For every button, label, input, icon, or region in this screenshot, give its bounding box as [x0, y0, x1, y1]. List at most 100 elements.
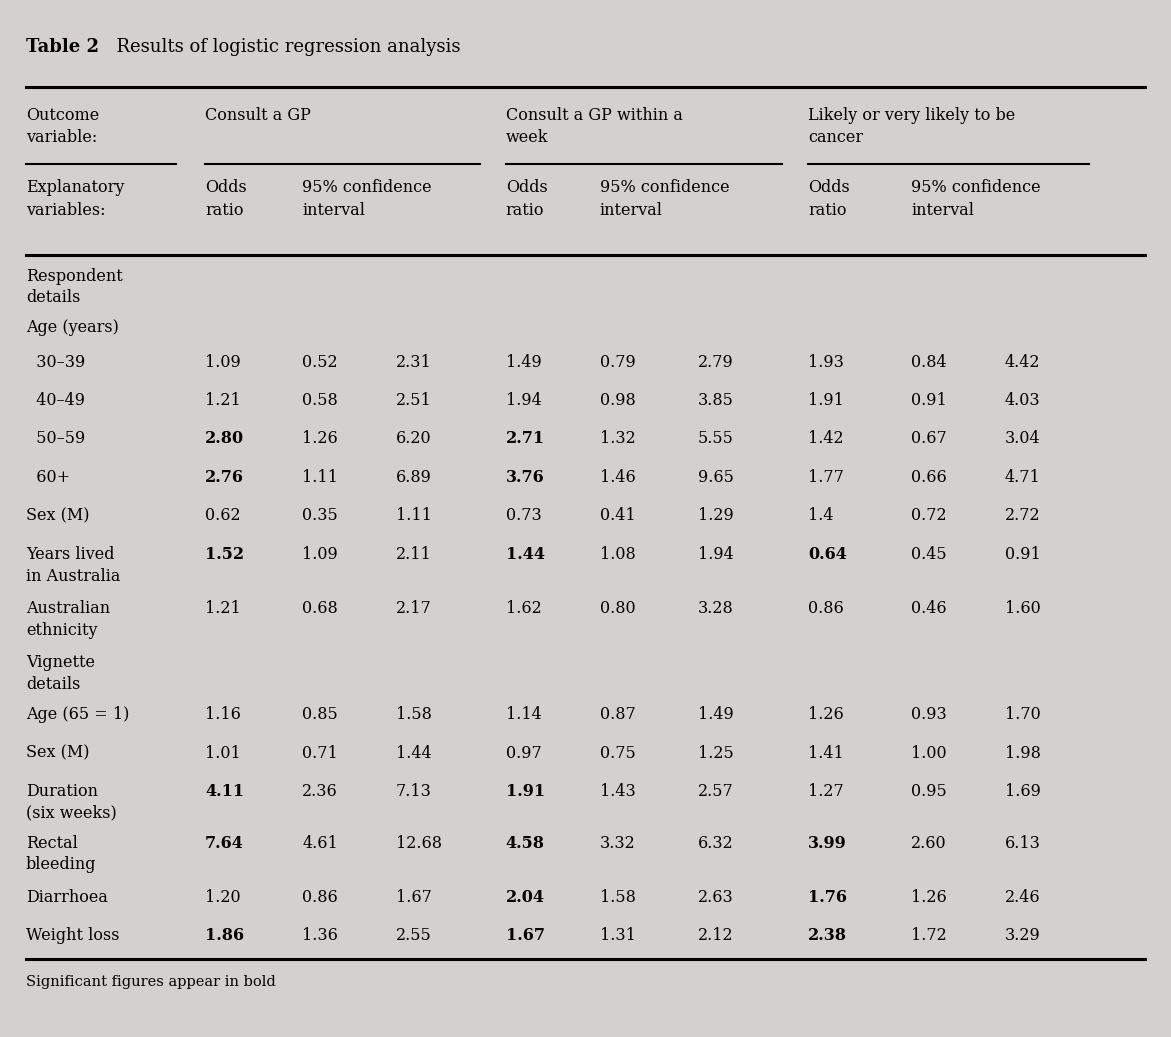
Text: 1.69: 1.69	[1005, 783, 1041, 800]
Text: 2.55: 2.55	[396, 927, 432, 944]
Text: 1.91: 1.91	[506, 783, 545, 800]
Text: Consult a GP within a
week: Consult a GP within a week	[506, 107, 683, 146]
Text: 0.93: 0.93	[911, 706, 947, 723]
Text: 0.84: 0.84	[911, 354, 946, 370]
Text: 7.13: 7.13	[396, 783, 432, 800]
Text: 30–39: 30–39	[26, 354, 85, 370]
Text: 12.68: 12.68	[396, 835, 441, 851]
Text: 0.80: 0.80	[600, 600, 635, 617]
Text: Odds
ratio: Odds ratio	[506, 179, 548, 219]
Text: 0.71: 0.71	[302, 745, 338, 761]
Text: 1.76: 1.76	[808, 889, 847, 905]
Text: Significant figures appear in bold: Significant figures appear in bold	[26, 975, 275, 989]
Text: Explanatory
variables:: Explanatory variables:	[26, 179, 124, 219]
Text: 3.99: 3.99	[808, 835, 847, 851]
Text: Consult a GP: Consult a GP	[205, 107, 310, 123]
Text: 0.58: 0.58	[302, 392, 338, 409]
Text: 1.09: 1.09	[205, 354, 241, 370]
Text: 1.70: 1.70	[1005, 706, 1041, 723]
Text: 0.52: 0.52	[302, 354, 337, 370]
Text: 1.27: 1.27	[808, 783, 844, 800]
Text: 2.71: 2.71	[506, 430, 545, 447]
Text: 95% confidence
interval: 95% confidence interval	[302, 179, 432, 219]
Text: 1.43: 1.43	[600, 783, 636, 800]
Text: 0.68: 0.68	[302, 600, 338, 617]
Text: Australian
ethnicity: Australian ethnicity	[26, 600, 110, 639]
Text: 2.72: 2.72	[1005, 507, 1040, 524]
Text: 1.91: 1.91	[808, 392, 844, 409]
Text: 1.44: 1.44	[506, 546, 545, 563]
Text: Respondent
details: Respondent details	[26, 268, 123, 306]
Text: 95% confidence
interval: 95% confidence interval	[600, 179, 730, 219]
Text: 0.86: 0.86	[808, 600, 844, 617]
Text: 2.51: 2.51	[396, 392, 432, 409]
Text: 2.11: 2.11	[396, 546, 432, 563]
Text: 0.79: 0.79	[600, 354, 636, 370]
Text: 1.00: 1.00	[911, 745, 946, 761]
Text: 0.87: 0.87	[600, 706, 636, 723]
Text: 2.76: 2.76	[205, 469, 244, 485]
Text: 0.41: 0.41	[600, 507, 635, 524]
Text: 1.26: 1.26	[302, 430, 338, 447]
Text: Vignette
details: Vignette details	[26, 654, 95, 693]
Text: Sex (M): Sex (M)	[26, 507, 89, 524]
Text: 4.03: 4.03	[1005, 392, 1040, 409]
Text: 0.64: 0.64	[808, 546, 847, 563]
Text: 1.86: 1.86	[205, 927, 244, 944]
Text: Odds
ratio: Odds ratio	[808, 179, 850, 219]
Text: 6.89: 6.89	[396, 469, 432, 485]
Text: 4.11: 4.11	[205, 783, 244, 800]
Text: 1.93: 1.93	[808, 354, 844, 370]
Text: 1.08: 1.08	[600, 546, 636, 563]
Text: 0.72: 0.72	[911, 507, 946, 524]
Text: Age (65 = 1): Age (65 = 1)	[26, 706, 129, 723]
Text: 0.98: 0.98	[600, 392, 636, 409]
Text: 2.12: 2.12	[698, 927, 733, 944]
Text: Years lived
in Australia: Years lived in Australia	[26, 546, 121, 585]
Text: Rectal
bleeding: Rectal bleeding	[26, 835, 96, 873]
Text: 1.32: 1.32	[600, 430, 636, 447]
Text: 1.4: 1.4	[808, 507, 834, 524]
Text: 1.60: 1.60	[1005, 600, 1041, 617]
Text: Duration
(six weeks): Duration (six weeks)	[26, 783, 116, 821]
Text: 1.41: 1.41	[808, 745, 844, 761]
Text: 0.97: 0.97	[506, 745, 542, 761]
Text: 4.42: 4.42	[1005, 354, 1040, 370]
Text: 1.42: 1.42	[808, 430, 843, 447]
Text: 1.20: 1.20	[205, 889, 240, 905]
Text: 0.66: 0.66	[911, 469, 947, 485]
Text: 1.94: 1.94	[698, 546, 734, 563]
Text: 2.46: 2.46	[1005, 889, 1040, 905]
Text: 1.72: 1.72	[911, 927, 947, 944]
Text: 1.49: 1.49	[698, 706, 734, 723]
Text: 2.36: 2.36	[302, 783, 338, 800]
Text: 1.14: 1.14	[506, 706, 542, 723]
Text: 1.31: 1.31	[600, 927, 636, 944]
Text: 1.21: 1.21	[205, 392, 241, 409]
Text: 3.28: 3.28	[698, 600, 734, 617]
Text: 1.46: 1.46	[600, 469, 636, 485]
Text: 1.94: 1.94	[506, 392, 542, 409]
Text: 1.21: 1.21	[205, 600, 241, 617]
Text: 0.91: 0.91	[1005, 546, 1041, 563]
Text: 2.38: 2.38	[808, 927, 847, 944]
Text: 0.45: 0.45	[911, 546, 946, 563]
Text: 2.57: 2.57	[698, 783, 734, 800]
Text: Odds
ratio: Odds ratio	[205, 179, 247, 219]
Text: 60+: 60+	[26, 469, 70, 485]
Text: 1.58: 1.58	[396, 706, 432, 723]
Text: 1.77: 1.77	[808, 469, 844, 485]
Text: 1.44: 1.44	[396, 745, 431, 761]
Text: 4.58: 4.58	[506, 835, 545, 851]
Text: Outcome
variable:: Outcome variable:	[26, 107, 100, 146]
Text: 1.67: 1.67	[506, 927, 545, 944]
Text: 2.04: 2.04	[506, 889, 545, 905]
Text: 0.35: 0.35	[302, 507, 338, 524]
Text: 7.64: 7.64	[205, 835, 244, 851]
Text: 0.46: 0.46	[911, 600, 946, 617]
Text: 2.63: 2.63	[698, 889, 734, 905]
Text: 6.13: 6.13	[1005, 835, 1041, 851]
Text: Results of logistic regression analysis: Results of logistic regression analysis	[105, 38, 461, 56]
Text: 3.32: 3.32	[600, 835, 636, 851]
Text: 0.95: 0.95	[911, 783, 947, 800]
